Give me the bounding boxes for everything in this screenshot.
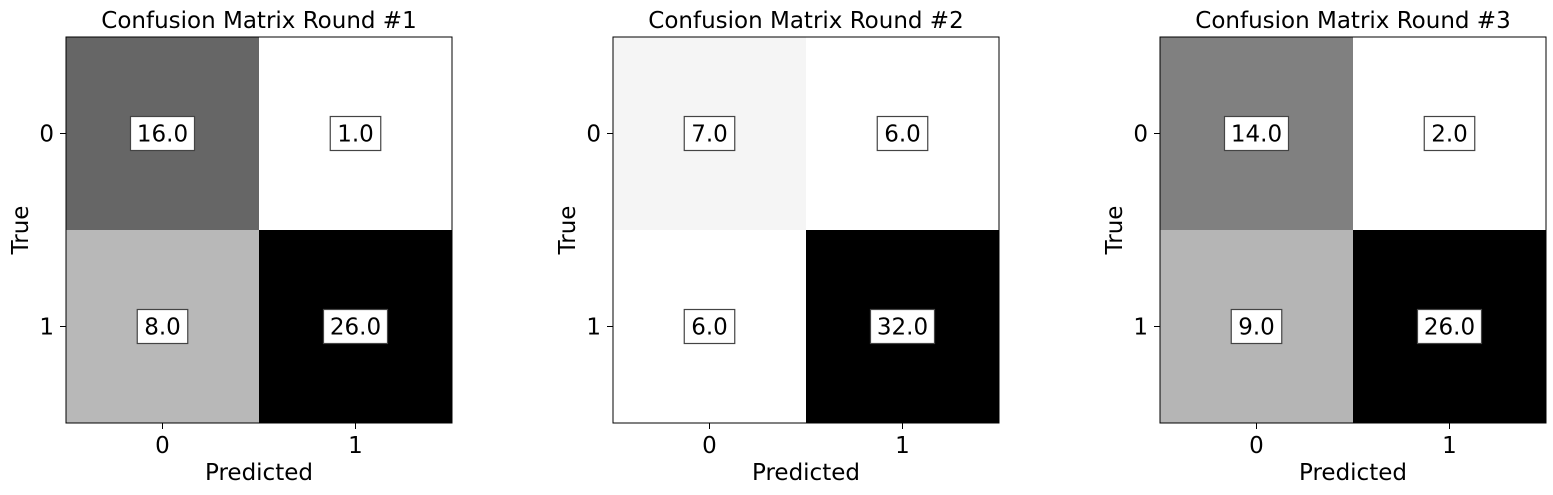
value-label-1-1: 32.0 <box>877 315 928 341</box>
x-tick-label-1: 1 <box>348 433 363 459</box>
panel-3: 14.0 2.0 9.0 26.0 0 1 0 1 Confusion Matrix Round… <box>1102 8 1547 486</box>
value-label-box-0-0 <box>1223 115 1290 152</box>
y-axis-label: True <box>8 206 34 256</box>
y-tick-label-1: 1 <box>39 315 54 341</box>
x-tick-label-1: 1 <box>1442 433 1457 459</box>
value-label-box-1-1 <box>869 308 936 345</box>
axes-frame <box>612 36 1000 424</box>
x-axis-label: Predicted <box>205 460 313 486</box>
value-label-0-0: 14.0 <box>1231 122 1282 148</box>
y-tick-label-0: 0 <box>39 122 54 148</box>
x-tick-label-0: 0 <box>155 433 170 459</box>
chart-title: Confusion Matrix Round #1 <box>101 8 416 34</box>
value-label-0-0: 7.0 <box>691 122 728 148</box>
x-tick-label-0: 0 <box>702 433 717 459</box>
value-label-box-1-0 <box>683 308 736 345</box>
value-label-1-1: 26.0 <box>330 315 381 341</box>
value-label-box-0-0 <box>129 115 196 152</box>
value-label-0-1: 6.0 <box>884 122 921 148</box>
value-label-0-1: 1.0 <box>337 122 374 148</box>
y-axis-label: True <box>1102 206 1128 256</box>
value-label-box-0-1 <box>329 115 382 152</box>
y-tick-label-0: 0 <box>586 122 601 148</box>
y-tick-label-1: 1 <box>1133 315 1148 341</box>
panel-1: 16.0 1.0 8.0 26.0 0 1 0 1 Confusion Matrix Round… <box>8 8 453 486</box>
y-axis-label: True <box>555 206 581 256</box>
axes-frame <box>65 36 453 424</box>
axes-frame <box>1159 36 1547 424</box>
value-label-0-1: 2.0 <box>1431 122 1468 148</box>
value-label-1-0: 8.0 <box>144 315 181 341</box>
value-label-1-0: 9.0 <box>1238 315 1275 341</box>
value-label-box-0-1 <box>876 115 929 152</box>
y-tick-label-1: 1 <box>586 315 601 341</box>
value-label-1-0: 6.0 <box>691 315 728 341</box>
value-label-box-1-0 <box>136 308 189 345</box>
y-tick-label-0: 0 <box>1133 122 1148 148</box>
value-label-box-0-0 <box>683 115 736 152</box>
value-label-box-1-1 <box>1416 308 1483 345</box>
value-label-box-1-1 <box>322 308 389 345</box>
value-label-box-1-0 <box>1230 308 1283 345</box>
x-axis-label: Predicted <box>752 460 860 486</box>
x-axis-label: Predicted <box>1299 460 1407 486</box>
value-label-0-0: 16.0 <box>137 122 188 148</box>
value-label-1-1: 26.0 <box>1424 315 1475 341</box>
x-tick-label-0: 0 <box>1249 433 1264 459</box>
value-label-box-0-1 <box>1423 115 1476 152</box>
chart-title: Confusion Matrix Round #3 <box>1195 8 1510 34</box>
chart-title: Confusion Matrix Round #2 <box>648 8 963 34</box>
x-tick-label-1: 1 <box>895 433 910 459</box>
panel-2: 7.0 6.0 6.0 32.0 0 1 0 1 Confusion Matrix Round … <box>555 8 1000 486</box>
